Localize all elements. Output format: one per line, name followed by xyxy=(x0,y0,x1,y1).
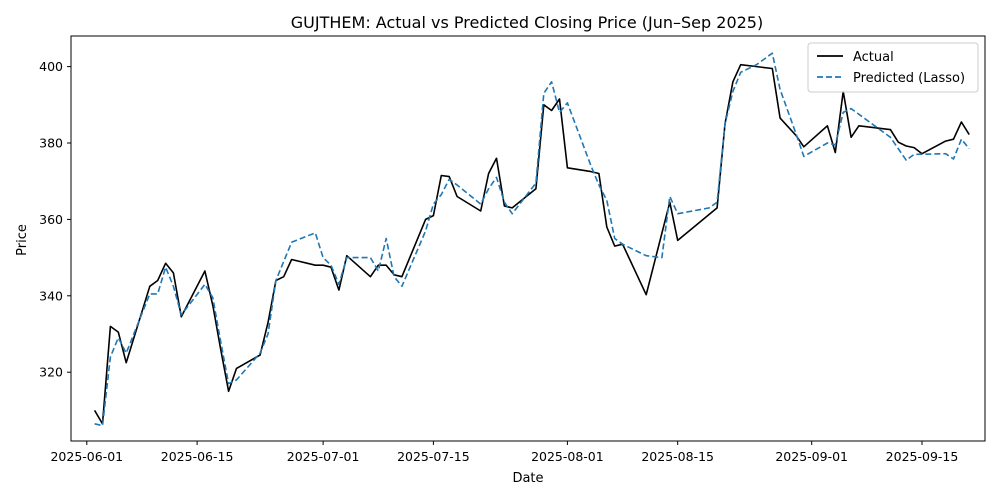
y-tick-label: 380 xyxy=(39,136,63,151)
y-axis-title: Price xyxy=(15,224,30,256)
x-axis-title: Date xyxy=(512,471,543,486)
plot-frame xyxy=(70,35,986,442)
x-tick-label: 2025-07-01 xyxy=(287,449,360,464)
series-line-actual xyxy=(93,63,970,425)
y-tick-label: 400 xyxy=(39,59,63,74)
y-tick-label: 320 xyxy=(39,365,63,380)
x-tick-label: 2025-09-15 xyxy=(886,449,959,464)
x-tick-label: 2025-07-15 xyxy=(397,449,470,464)
x-tick-label: 2025-08-01 xyxy=(531,449,604,464)
legend-label-predicted: Predicted (Lasso) xyxy=(853,71,965,86)
chart-title: GUJTHEM: Actual vs Predicted Closing Pri… xyxy=(291,13,763,32)
x-tick-label: 2025-09-01 xyxy=(775,449,848,464)
series-line-predicted xyxy=(94,52,970,427)
y-axis: 320 340 360 380 400 xyxy=(39,59,71,380)
legend-box xyxy=(807,42,979,93)
legend-label-actual: Actual xyxy=(853,50,894,65)
x-axis: 2025-06-01 2025-06-15 2025-07-01 2025-07-15… xyxy=(50,441,958,464)
x-tick-label: 2025-08-15 xyxy=(641,449,714,464)
x-tick-label: 2025-06-15 xyxy=(161,449,234,464)
y-tick-label: 340 xyxy=(39,288,63,303)
series-layer xyxy=(93,52,970,427)
x-tick-label: 2025-06-01 xyxy=(50,449,123,464)
y-tick-label: 360 xyxy=(39,212,63,227)
legend: Actual Predicted (Lasso) xyxy=(807,42,979,93)
